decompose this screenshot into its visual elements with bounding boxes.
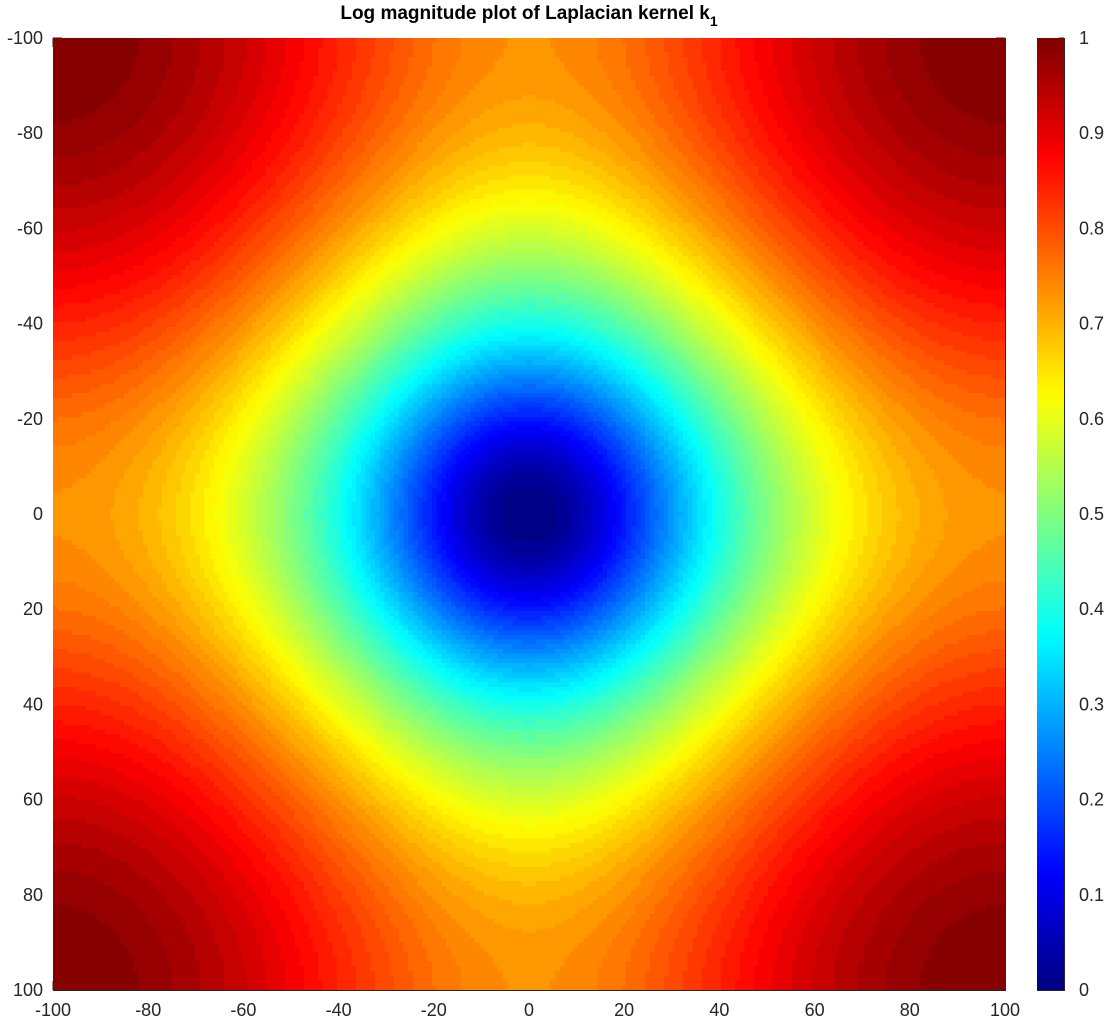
x-tick-label: 40 [709, 1000, 729, 1020]
x-tick-label: 80 [900, 1000, 920, 1020]
y-tick-label: -60 [17, 218, 43, 238]
y-tick-label: -20 [17, 409, 43, 429]
colorbar-tick-label: 0.8 [1079, 218, 1104, 238]
x-tick-label: -60 [230, 1000, 256, 1020]
colorbar-tick-label: 0.2 [1079, 790, 1104, 810]
colorbar-tick-label: 0.3 [1079, 694, 1104, 714]
y-tick-label: -80 [17, 123, 43, 143]
x-tick-label: 20 [614, 1000, 634, 1020]
y-tick-label: 0 [33, 504, 43, 524]
chart-title-subscript: 1 [710, 13, 718, 29]
x-tick-label: -80 [135, 1000, 161, 1020]
colorbar-tick-label: 0.4 [1079, 599, 1104, 619]
y-tick-label: 80 [23, 885, 43, 905]
x-tick-label: 0 [524, 1000, 534, 1020]
heatmap-image [53, 38, 1005, 990]
x-tick-label: -40 [326, 1000, 352, 1020]
x-tick-label: -100 [35, 1000, 71, 1020]
colorbar-tick-label: 1 [1079, 28, 1089, 48]
colorbar-tick-label: 0.6 [1079, 409, 1104, 429]
colorbar-tick-label: 0.1 [1079, 885, 1104, 905]
colorbar-tick-label: 0.5 [1079, 504, 1104, 524]
colorbar-image [1037, 38, 1064, 990]
x-tick-label: 60 [805, 1000, 825, 1020]
x-tick-label: 100 [990, 1000, 1020, 1020]
colorbar-tick-label: 0 [1079, 980, 1089, 1000]
y-tick-label: 40 [23, 694, 43, 714]
chart-title: Log magnitude plot of Laplacian kernel k… [340, 3, 718, 29]
y-tick-label: -100 [7, 28, 43, 48]
y-tick-label: 100 [13, 980, 43, 1000]
y-tick-label: 60 [23, 790, 43, 810]
colorbar-tick-label: 0.9 [1079, 123, 1104, 143]
y-tick-label: -40 [17, 314, 43, 334]
x-tick-label: -20 [421, 1000, 447, 1020]
y-tick-label: 20 [23, 599, 43, 619]
colorbar-axis: 0 0.1 0.2 0.3 0.4 0.5 0.6 0.7 0.8 0.9 1 [1059, 28, 1104, 1000]
colorbar-tick-label: 0.7 [1079, 314, 1104, 334]
chart-title-main: Log magnitude plot of Laplacian kernel k [340, 3, 710, 24]
